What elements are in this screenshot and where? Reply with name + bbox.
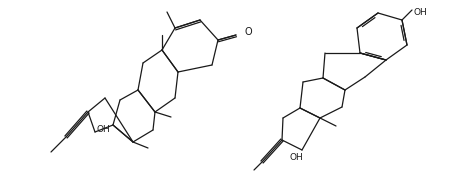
Text: O: O	[244, 27, 252, 37]
Text: OH: OH	[414, 8, 428, 16]
Text: OH: OH	[96, 125, 110, 134]
Text: OH: OH	[290, 154, 304, 163]
